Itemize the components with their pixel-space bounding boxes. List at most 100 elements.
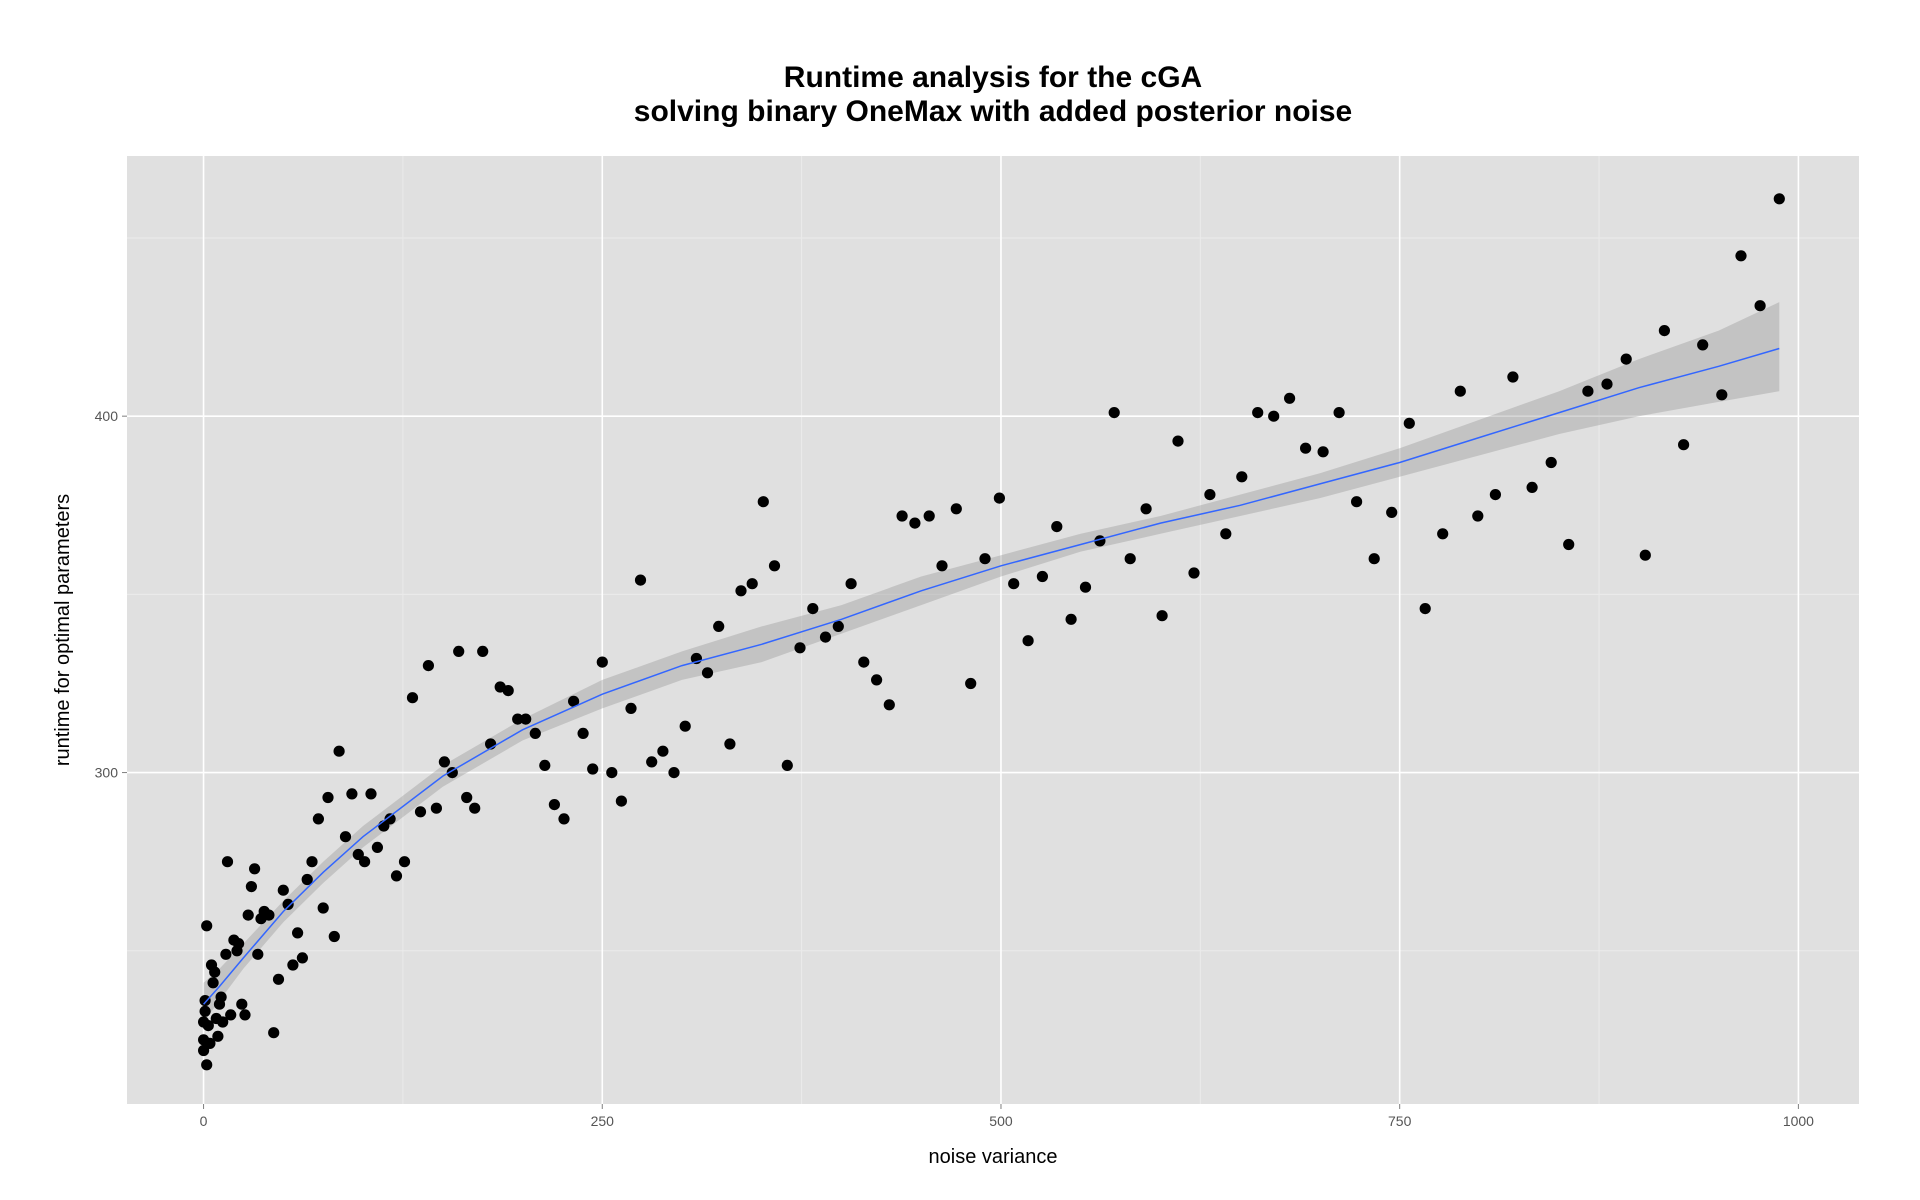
data-point-154	[1716, 389, 1728, 401]
data-point-129	[1268, 410, 1280, 422]
data-point-4	[199, 995, 211, 1007]
data-point-99	[832, 620, 844, 633]
plot-panel	[127, 156, 1859, 1104]
data-point-13	[212, 1030, 224, 1042]
data-point-149	[1620, 353, 1632, 365]
data-point-57	[414, 806, 427, 818]
data-point-109	[965, 677, 977, 690]
y-tick-label-0: 300	[95, 765, 119, 781]
data-point-38	[296, 952, 308, 964]
data-point-148	[1601, 378, 1613, 390]
data-point-60	[438, 756, 450, 768]
data-point-133	[1333, 407, 1345, 419]
data-point-121	[1140, 503, 1152, 515]
major-gridlines	[127, 156, 1859, 1104]
data-point-53	[384, 813, 396, 825]
data-point-37	[292, 927, 304, 939]
data-point-47	[346, 788, 358, 800]
data-point-32	[268, 1027, 280, 1039]
data-point-41	[312, 813, 324, 825]
data-point-36	[287, 959, 299, 971]
data-point-27	[249, 863, 261, 875]
data-point-112	[1008, 578, 1020, 590]
data-point-90	[724, 738, 736, 750]
x-axis-ticks: 0 250 500 750 1000	[200, 1104, 1814, 1129]
data-point-77	[587, 763, 599, 775]
data-point-15	[215, 991, 227, 1003]
data-point-105	[909, 517, 921, 529]
data-point-33	[272, 973, 285, 985]
data-point-73	[548, 799, 561, 811]
data-point-17	[220, 948, 232, 960]
data-point-86	[679, 720, 691, 732]
data-point-78	[596, 656, 608, 668]
data-point-110	[979, 553, 991, 565]
data-point-82	[634, 574, 647, 586]
data-point-7	[202, 1020, 214, 1032]
data-point-50	[365, 788, 377, 800]
data-point-146	[1563, 538, 1575, 551]
smooth-trend-line	[203, 347, 1780, 1005]
data-point-92	[746, 578, 758, 590]
data-point-96	[794, 642, 806, 654]
data-point-136	[1386, 506, 1398, 518]
data-point-120	[1124, 553, 1136, 565]
data-point-18	[221, 856, 234, 868]
data-point-103	[883, 699, 895, 711]
data-point-150	[1639, 549, 1651, 561]
data-point-100	[845, 578, 857, 590]
data-point-157	[1773, 193, 1785, 205]
data-point-55	[398, 856, 411, 868]
data-point-128	[1252, 407, 1264, 419]
data-point-43	[322, 791, 334, 804]
data-point-44	[328, 930, 340, 943]
data-point-59	[430, 802, 442, 814]
data-point-151	[1658, 325, 1670, 337]
data-point-49	[359, 856, 371, 868]
data-point-3	[199, 1005, 211, 1017]
data-point-145	[1545, 456, 1557, 469]
data-point-143	[1507, 371, 1519, 383]
data-point-80	[615, 795, 628, 807]
data-point-119	[1108, 407, 1120, 419]
data-point-62	[453, 645, 465, 658]
data-point-51	[371, 841, 383, 854]
data-point-65	[477, 645, 489, 658]
data-point-85	[668, 767, 680, 779]
data-point-64	[469, 802, 481, 814]
data-point-116	[1065, 613, 1077, 625]
data-point-76	[577, 727, 589, 740]
data-point-108	[950, 503, 962, 515]
data-point-124	[1188, 567, 1200, 579]
data-point-122	[1156, 610, 1168, 622]
data-point-140	[1454, 385, 1466, 397]
data-point-25	[242, 909, 254, 921]
data-point-89	[713, 620, 725, 633]
data-point-142	[1489, 489, 1501, 501]
data-point-156	[1754, 300, 1766, 312]
data-point-94	[768, 560, 781, 572]
data-point-22	[233, 938, 245, 950]
y-axis-title: runtime for optimal parameters	[52, 494, 74, 766]
data-point-69	[512, 713, 524, 725]
data-point-84	[657, 745, 669, 757]
x-tick-label-0: 0	[200, 1113, 208, 1129]
data-point-102	[871, 674, 883, 686]
data-point-144	[1526, 481, 1538, 493]
data-point-8	[204, 1037, 216, 1049]
data-point-132	[1317, 446, 1329, 458]
data-point-19	[225, 1009, 237, 1021]
data-point-125	[1204, 489, 1216, 501]
data-point-138	[1419, 603, 1431, 615]
y-axis-ticks: 300 400	[95, 408, 127, 781]
data-point-114	[1036, 570, 1048, 583]
data-point-11	[209, 966, 221, 978]
data-point-31	[263, 909, 275, 921]
data-point-72	[539, 759, 551, 772]
data-point-111	[993, 492, 1006, 504]
data-point-71	[529, 727, 541, 740]
data-point-131	[1300, 442, 1312, 454]
data-point-39	[301, 873, 313, 886]
data-point-127	[1236, 471, 1248, 483]
data-point-26	[245, 881, 257, 893]
